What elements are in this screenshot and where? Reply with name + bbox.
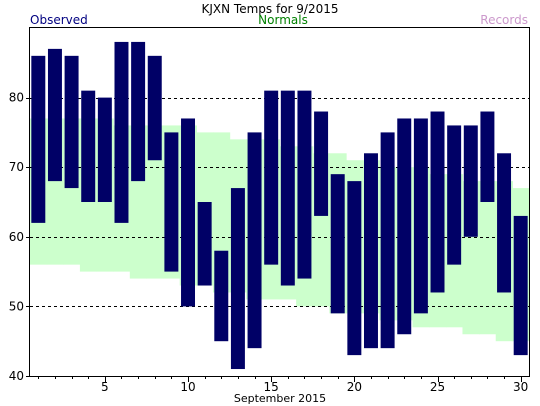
observed-bar-day-24 bbox=[413, 118, 428, 314]
observed-bar-day-20 bbox=[347, 181, 362, 356]
x-tick-label-30: 30 bbox=[513, 380, 528, 394]
observed-bar-day-3 bbox=[64, 55, 79, 189]
observed-bar-day-4 bbox=[81, 90, 96, 202]
observed-bar-day-28 bbox=[480, 111, 495, 202]
y-tick-label-50: 50 bbox=[9, 299, 24, 313]
x-tick-label-15: 15 bbox=[264, 380, 279, 394]
observed-bar-day-16 bbox=[280, 90, 295, 286]
observed-bar-day-30 bbox=[513, 215, 528, 356]
normal-range-day-28 bbox=[479, 181, 497, 335]
chart-title: KJXN Temps for 9/2015 bbox=[202, 2, 339, 16]
observed-bar-day-29 bbox=[497, 153, 512, 293]
observed-bar-day-21 bbox=[363, 153, 378, 349]
y-tick-label-60: 60 bbox=[9, 230, 24, 244]
observed-bar-day-8 bbox=[147, 55, 162, 161]
legend-normals: Normals bbox=[258, 13, 308, 27]
observed-bar-day-15 bbox=[264, 90, 279, 265]
x-tick-label-25: 25 bbox=[430, 380, 445, 394]
x-tick-label-5: 5 bbox=[101, 380, 109, 394]
observed-bar-day-22 bbox=[380, 132, 395, 349]
observed-bar-day-26 bbox=[447, 125, 462, 265]
observed-bar-day-10 bbox=[181, 118, 196, 307]
observed-bar-day-19 bbox=[330, 174, 345, 314]
observed-bar-day-2 bbox=[47, 48, 62, 182]
observed-bar-day-25 bbox=[430, 111, 445, 293]
observed-bar-day-9 bbox=[164, 132, 179, 272]
observed-bar-day-6 bbox=[114, 41, 129, 223]
observed-bars bbox=[31, 41, 528, 370]
observed-bar-day-27 bbox=[463, 125, 478, 237]
observed-bar-day-7 bbox=[131, 41, 146, 182]
x-tick-label-10: 10 bbox=[180, 380, 195, 394]
observed-bar-day-5 bbox=[97, 97, 112, 202]
observed-bar-day-11 bbox=[197, 202, 212, 286]
observed-bar-day-12 bbox=[214, 250, 229, 342]
y-tick-label-40: 40 bbox=[9, 369, 24, 383]
observed-bar-day-17 bbox=[297, 90, 312, 279]
observed-bar-day-23 bbox=[397, 118, 412, 335]
plot-frame bbox=[29, 27, 530, 377]
x-axis-label: September 2015 bbox=[234, 392, 326, 405]
observed-bar-day-18 bbox=[314, 111, 329, 216]
observed-bar-day-14 bbox=[247, 132, 262, 349]
x-tick-label-20: 20 bbox=[347, 380, 362, 394]
y-tick-label-80: 80 bbox=[9, 91, 24, 105]
legend-records: Records bbox=[480, 13, 528, 27]
observed-bar-day-13 bbox=[230, 188, 245, 370]
gridlines bbox=[30, 98, 529, 307]
normal-range-day-8 bbox=[146, 125, 164, 279]
y-tick-label-70: 70 bbox=[9, 160, 24, 174]
observed-bar-day-1 bbox=[31, 55, 46, 223]
legend-observed: Observed bbox=[30, 13, 88, 27]
axes: 40 50 60 70 80 5 10 15 20 25 30 bbox=[9, 91, 529, 394]
